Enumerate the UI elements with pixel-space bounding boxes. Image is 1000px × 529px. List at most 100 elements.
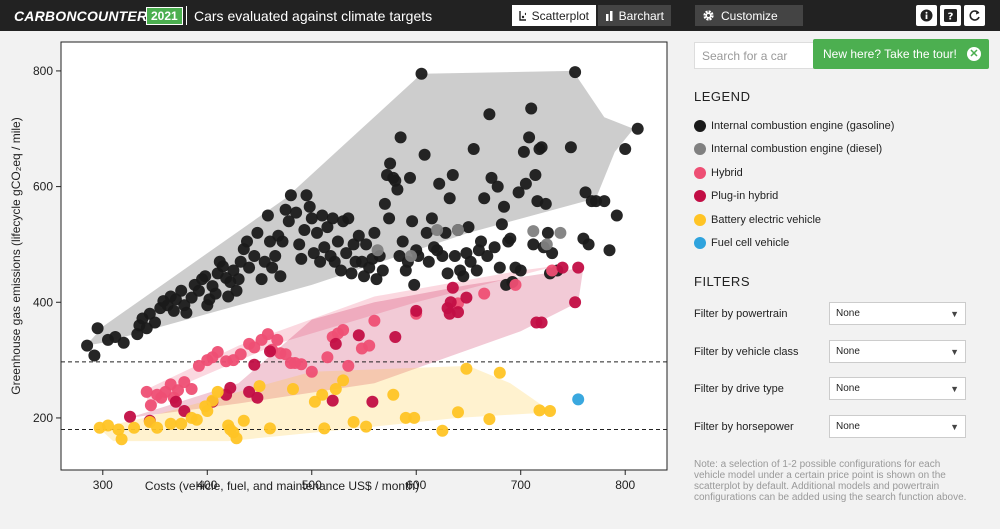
horsepower-select[interactable]: None ▼ <box>829 415 966 438</box>
legend-plugin-hybrid-dot <box>694 190 706 202</box>
internal-combustion-engine-gasoline-point <box>535 141 548 154</box>
plug-in-hybrid-point <box>329 337 342 350</box>
battery-electric-vehicle-point <box>206 394 219 407</box>
x-tick-label: 800 <box>615 478 635 492</box>
internal-combustion-engine-diesel-point <box>371 244 384 257</box>
battery-electric-vehicle-point <box>115 433 128 446</box>
plug-in-hybrid-point <box>352 329 365 342</box>
hybrid-point <box>321 351 334 364</box>
filter-label: Filter by powertrain <box>694 308 788 320</box>
battery-electric-vehicle-point <box>230 432 243 445</box>
search-input[interactable] <box>694 42 814 69</box>
plug-in-hybrid-point <box>460 291 473 304</box>
internal-combustion-engine-gasoline-point <box>232 273 245 286</box>
legend-item[interactable]: Internal combustion engine (diesel) <box>694 141 882 157</box>
filter-row-horsepower: Filter by horsepower None ▼ <box>694 415 966 439</box>
hybrid-point <box>172 384 184 397</box>
battery-electric-vehicle-point <box>544 405 556 417</box>
info-button[interactable] <box>916 5 937 26</box>
internal-combustion-engine-gasoline-point <box>462 221 475 234</box>
hybrid-point <box>271 333 284 346</box>
internal-combustion-engine-gasoline-point <box>422 255 435 268</box>
svg-text:?: ? <box>948 12 954 23</box>
internal-combustion-engine-gasoline-point <box>180 306 193 319</box>
legend-label: Internal combustion engine (gasoline) <box>711 120 895 132</box>
internal-combustion-engine-gasoline-point <box>391 183 404 196</box>
help-button[interactable]: ? <box>940 5 961 26</box>
internal-combustion-engine-gasoline-point <box>290 206 303 219</box>
internal-combustion-engine-gasoline-point <box>517 145 530 158</box>
internal-combustion-engine-gasoline-point <box>470 264 483 277</box>
legend-label: Internal combustion engine (diesel) <box>711 143 883 155</box>
hybrid-point <box>305 365 318 378</box>
internal-combustion-engine-gasoline-point <box>331 235 344 248</box>
internal-combustion-engine-gasoline-point <box>610 209 623 222</box>
plug-in-hybrid-point <box>444 296 457 309</box>
y-tick-label: 200 <box>33 411 53 425</box>
internal-combustion-engine-gasoline-point <box>514 264 527 277</box>
internal-combustion-engine-gasoline-point <box>539 197 552 210</box>
internal-combustion-engine-gasoline-point <box>316 209 329 222</box>
logo-year-badge: 2021 <box>146 7 183 25</box>
hybrid-point <box>478 287 491 300</box>
legend-item[interactable]: Hybrid <box>694 165 743 181</box>
hybrid-point <box>144 399 157 412</box>
tour-label: New here? Take the tour! <box>823 47 957 61</box>
drive-type-select[interactable]: None ▼ <box>829 377 966 400</box>
internal-combustion-engine-gasoline-point <box>199 270 212 283</box>
legend-item[interactable]: Battery electric vehicle <box>694 212 821 228</box>
internal-combustion-engine-gasoline-point <box>274 270 287 283</box>
vehicle-class-select[interactable]: None ▼ <box>829 340 966 363</box>
internal-combustion-engine-gasoline-point <box>393 250 406 262</box>
plug-in-hybrid-point <box>248 358 261 371</box>
plug-in-hybrid-point <box>452 306 464 319</box>
legend-item[interactable]: Plug-in hybrid <box>694 188 778 204</box>
customize-button[interactable]: Customize <box>695 5 803 26</box>
internal-combustion-engine-gasoline-point <box>483 108 496 121</box>
internal-combustion-engine-gasoline-point <box>384 157 397 170</box>
legend-label: Fuel cell vehicle <box>711 237 790 249</box>
internal-combustion-engine-gasoline-point <box>546 247 559 260</box>
select-value: None <box>836 421 860 432</box>
hybrid-point <box>342 359 355 372</box>
tour-banner[interactable]: New here? Take the tour! ✕ <box>813 39 989 69</box>
refresh-button[interactable] <box>964 5 985 26</box>
scatterplot-button[interactable]: Scatterplot <box>512 5 596 26</box>
close-icon[interactable]: ✕ <box>967 47 981 61</box>
chevron-down-icon: ▼ <box>950 421 959 432</box>
barchart-button[interactable]: Barchart <box>598 5 671 26</box>
internal-combustion-engine-gasoline-point <box>328 255 341 268</box>
internal-combustion-engine-gasoline-point <box>345 267 358 280</box>
internal-combustion-engine-gasoline-point <box>117 336 130 349</box>
legend-item[interactable]: Internal combustion engine (gasoline) <box>694 118 894 134</box>
internal-combustion-engine-gasoline-point <box>251 226 264 239</box>
legend-diesel-dot <box>694 143 706 155</box>
internal-combustion-engine-gasoline-point <box>590 195 602 208</box>
internal-combustion-engine-gasoline-point <box>261 209 274 222</box>
internal-combustion-engine-gasoline-point <box>478 192 491 205</box>
hybrid-point <box>368 314 381 327</box>
internal-combustion-engine-gasoline-point <box>255 273 268 286</box>
plug-in-hybrid-point <box>572 261 585 274</box>
filter-label: Filter by vehicle class <box>694 346 799 358</box>
internal-combustion-engine-gasoline-point <box>216 260 229 273</box>
internal-combustion-engine-diesel-point <box>452 224 464 236</box>
internal-combustion-engine-gasoline-point <box>394 131 407 144</box>
internal-combustion-engine-gasoline-point <box>311 226 323 239</box>
chevron-down-icon: ▼ <box>950 346 959 357</box>
hybrid-point <box>248 341 261 354</box>
scatter-icon <box>519 11 526 21</box>
filter-label: Filter by drive type <box>694 383 784 395</box>
internal-combustion-engine-gasoline-point <box>504 232 517 245</box>
powertrain-select[interactable]: None ▼ <box>829 302 966 325</box>
legend-item[interactable]: Fuel cell vehicle <box>694 235 789 251</box>
info-icon <box>920 9 933 22</box>
internal-combustion-engine-gasoline-point <box>418 148 431 161</box>
internal-combustion-engine-gasoline-point <box>342 212 355 225</box>
battery-electric-vehicle-point <box>387 388 400 401</box>
internal-combustion-engine-gasoline-point <box>495 218 508 231</box>
filters-title: FILTERS <box>694 274 750 289</box>
data-points <box>81 66 644 446</box>
internal-combustion-engine-gasoline-point <box>603 244 616 257</box>
plug-in-hybrid-hull <box>128 267 584 418</box>
